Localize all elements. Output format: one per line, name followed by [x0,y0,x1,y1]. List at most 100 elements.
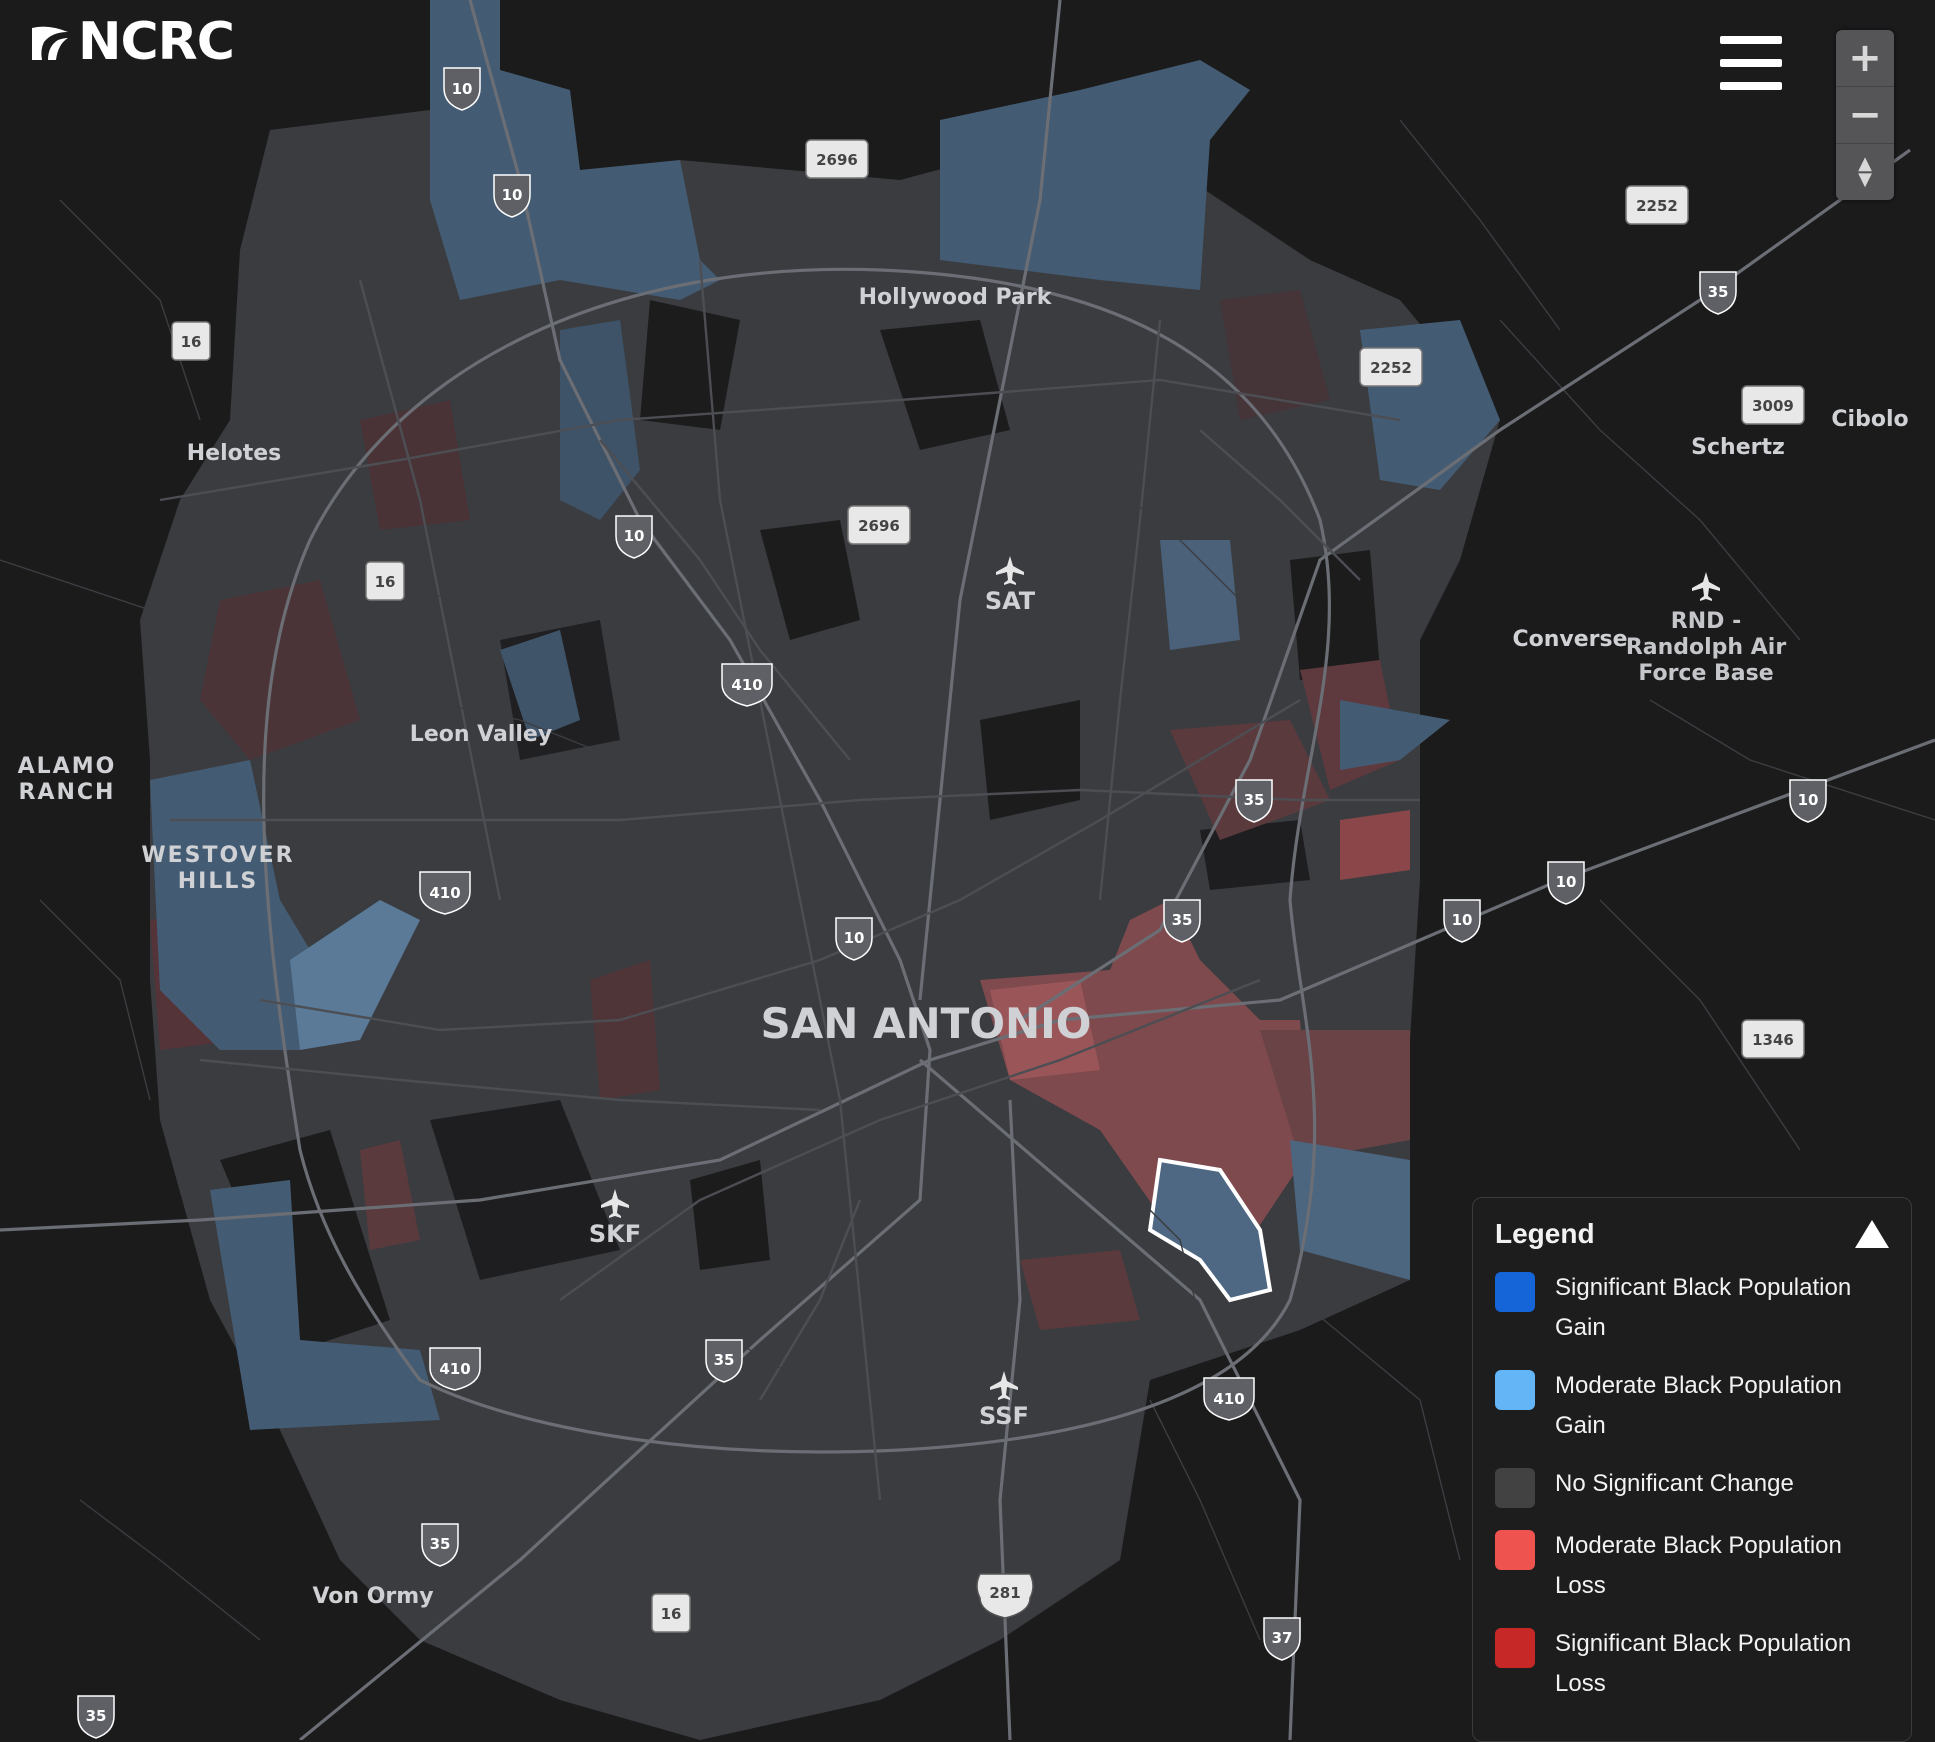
legend-label: Moderate Black Population [1555,1372,1842,1399]
svg-text:16: 16 [181,333,202,351]
svg-text:2252: 2252 [1636,197,1678,215]
svg-text:410: 410 [731,676,762,694]
place-westover-hills: HILLS [178,869,258,894]
interstate-shield: 37 [1263,1617,1301,1661]
place-leon-valley: Leon Valley [410,722,552,747]
interstate-shield: 410 [419,871,471,915]
interstate-shield: 10 [615,515,653,559]
legend-label: Loss [1555,1572,1606,1599]
place-alamo-ranch: RANCH [19,780,116,805]
interstate-shield: 410 [721,663,773,707]
interstate-shield: 410 [429,1347,481,1391]
place-helotes: Helotes [187,441,282,466]
place-alamo-ranch: ALAMO [18,754,117,779]
place-randolph: RND - [1671,609,1741,634]
place-converse: Converse [1512,627,1627,652]
city-label: SAN ANTONIO [760,999,1091,1048]
interstate-shield: 35 [705,1339,743,1383]
airport-label: SAT [985,587,1036,615]
airport-icon [996,556,1024,585]
zoom-out-button[interactable]: − [1836,87,1894,144]
highway-shields: 10 10 10 10 10 10 10 35 35 35 35 35 35 3… [77,67,1827,1739]
menu-icon [1720,36,1782,44]
svg-text:16: 16 [375,573,396,591]
svg-text:2252: 2252 [1370,359,1412,377]
airport-label: SKF [589,1220,641,1248]
ncrc-logo: NCRC [28,12,235,72]
background-roads [0,119,1935,1641]
compass-icon: ▲ [1858,153,1872,174]
svg-text:410: 410 [429,884,460,902]
svg-text:410: 410 [1213,1390,1244,1408]
interstate-shield: 410 [1203,1377,1255,1421]
svg-text:10: 10 [844,929,865,947]
collapse-triangle-icon[interactable] [1855,1220,1889,1248]
interstate-shield: 10 [1547,861,1585,905]
svg-text:3009: 3009 [1752,397,1794,415]
place-westover-hills: WESTOVER [141,843,294,868]
brand-name: NCRC [78,12,235,72]
svg-text:10: 10 [624,527,645,545]
legend-swatch [1495,1530,1535,1570]
farm-road-shield: 2252 [1359,347,1423,387]
legend-swatch [1495,1468,1535,1508]
zoom-in-button[interactable]: + [1836,30,1894,87]
svg-text:1346: 1346 [1752,1031,1794,1049]
legend-item: Significant Black Population Loss [1495,1624,1889,1704]
svg-text:37: 37 [1272,1629,1293,1647]
place-schertz: Schertz [1691,435,1785,460]
state-highway-shield: 16 [171,321,211,361]
interstate-shield: 10 [493,174,531,218]
svg-text:10: 10 [452,80,473,98]
legend-item: Moderate Black Population Gain [1495,1366,1889,1446]
place-hollywood-park: Hollywood Park [859,285,1053,310]
interstate-shield: 10 [443,67,481,111]
census-tracts [140,0,1500,1740]
place-randolph: Randolph Air [1626,635,1786,660]
interstate-shield: 10 [835,917,873,961]
svg-text:10: 10 [1452,911,1473,929]
legend-item: Moderate Black Population Loss [1495,1526,1889,1606]
svg-text:2696: 2696 [816,151,858,169]
us-highway-shield: 281 [976,1573,1034,1619]
svg-text:10: 10 [1556,873,1577,891]
legend-label: No Significant Change [1555,1470,1794,1497]
place-cibolo: Cibolo [1831,407,1908,432]
interstate-shield: 35 [1235,779,1273,823]
menu-button[interactable] [1720,36,1782,90]
place-von-ormy: Von Ormy [312,1584,433,1609]
svg-text:35: 35 [430,1535,451,1553]
svg-text:35: 35 [1172,911,1193,929]
legend-swatch [1495,1628,1535,1668]
airport-label: SSF [979,1402,1029,1430]
farm-road-shield: 3009 [1741,385,1805,425]
farm-road-shield: 1346 [1741,1019,1805,1059]
legend-label: Gain [1555,1314,1606,1341]
compass-icon: ▼ [1858,169,1872,190]
farm-road-shield: 2696 [847,505,911,545]
interstate-shield: 35 [421,1523,459,1567]
legend-item: Significant Black Population Gain [1495,1268,1889,1348]
farm-road-shield: 2252 [1625,185,1689,225]
legend-title: Legend [1495,1218,1595,1249]
reset-north-button[interactable]: ▲ ▼ [1836,144,1894,200]
interstate-shield: 35 [1163,899,1201,943]
svg-text:35: 35 [86,1707,107,1725]
state-highway-shield: 16 [365,561,405,601]
svg-text:410: 410 [439,1360,470,1378]
ncrc-logo-icon [32,26,68,61]
svg-text:2696: 2696 [858,517,900,535]
svg-text:16: 16 [661,1605,682,1623]
zoom-controls: + − ▲ ▼ [1836,30,1894,200]
svg-text:35: 35 [1708,283,1729,301]
legend-label: Significant Black Population [1555,1274,1852,1301]
place-labels: SAN ANTONIO Hollywood Park Helotes Leon … [18,285,1909,1609]
airport-icon [601,1189,629,1218]
interstate-shield: 10 [1789,779,1827,823]
place-randolph: Force Base [1638,661,1773,686]
svg-text:35: 35 [714,1351,735,1369]
airport-icon [1692,572,1720,601]
state-highway-shield: 16 [651,1593,691,1633]
legend-label: Significant Black Population [1555,1630,1852,1657]
